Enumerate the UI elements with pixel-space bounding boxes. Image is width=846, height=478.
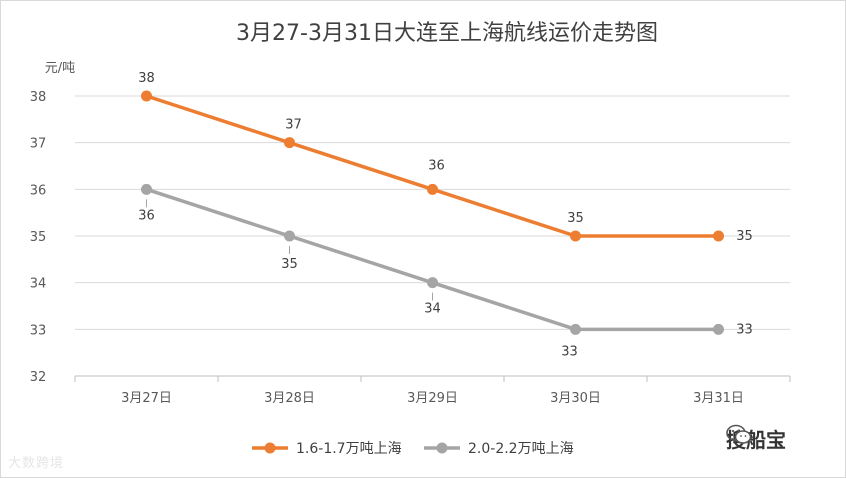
y-tick-label: 35 bbox=[30, 230, 47, 245]
data-point bbox=[427, 183, 438, 195]
data-label: 33 bbox=[561, 344, 578, 359]
legend-swatch-marker bbox=[264, 442, 276, 454]
data-point bbox=[713, 230, 724, 242]
watermark-right: 搜船宝 bbox=[726, 424, 786, 453]
legend-label: 1.6-1.7万吨上海 bbox=[296, 441, 402, 457]
y-axis-ticks: 32 33 34 35 36 37 38 bbox=[30, 90, 47, 385]
x-tick-label: 3月29日 bbox=[407, 391, 458, 406]
y-tick-label: 36 bbox=[30, 183, 47, 198]
y-axis-unit-label: 元/吨 bbox=[45, 61, 75, 76]
y-tick-label: 38 bbox=[30, 90, 47, 105]
data-point bbox=[284, 230, 295, 242]
legend: 1.6-1.7万吨上海 2.0-2.2万吨上海 bbox=[252, 441, 574, 457]
data-label: 38 bbox=[138, 71, 155, 86]
x-tick-label: 3月31日 bbox=[693, 391, 744, 406]
watermark-left: 大数跨境 bbox=[8, 452, 64, 471]
data-point bbox=[713, 323, 724, 335]
x-tick-label: 3月28日 bbox=[264, 391, 315, 406]
series-group: 38 37 36 35 35 36 35 34 33 33 bbox=[138, 71, 753, 359]
data-point bbox=[141, 183, 152, 195]
x-tick-label: 3月27日 bbox=[121, 391, 172, 406]
data-point bbox=[570, 230, 581, 242]
data-label: 36 bbox=[428, 158, 445, 173]
data-point bbox=[141, 90, 152, 102]
data-point bbox=[427, 277, 438, 289]
data-label: 36 bbox=[138, 208, 155, 223]
data-label: 34 bbox=[424, 302, 441, 317]
legend-swatch-marker bbox=[436, 442, 448, 454]
x-axis-ticks: 3月27日 3月28日 3月29日 3月30日 3月31日 bbox=[74, 376, 791, 406]
x-tick-label: 3月30日 bbox=[550, 391, 601, 406]
data-label: 35 bbox=[736, 229, 753, 244]
wechat-icon bbox=[726, 424, 752, 444]
data-label: 37 bbox=[285, 118, 302, 133]
y-tick-label: 37 bbox=[30, 137, 47, 152]
data-point bbox=[284, 137, 295, 149]
data-label: 35 bbox=[281, 257, 298, 272]
chart-title: 3月27-3月31日大连至上海航线运价走势图 bbox=[236, 21, 658, 46]
y-tick-label: 34 bbox=[30, 277, 47, 292]
data-point bbox=[570, 323, 581, 335]
data-label: 33 bbox=[736, 322, 753, 337]
y-tick-label: 33 bbox=[30, 323, 47, 338]
watermark-left-text: 大数跨境 bbox=[8, 456, 65, 471]
y-tick-label: 32 bbox=[30, 370, 47, 385]
data-label: 35 bbox=[567, 211, 584, 226]
legend-label: 2.0-2.2万吨上海 bbox=[468, 441, 574, 457]
